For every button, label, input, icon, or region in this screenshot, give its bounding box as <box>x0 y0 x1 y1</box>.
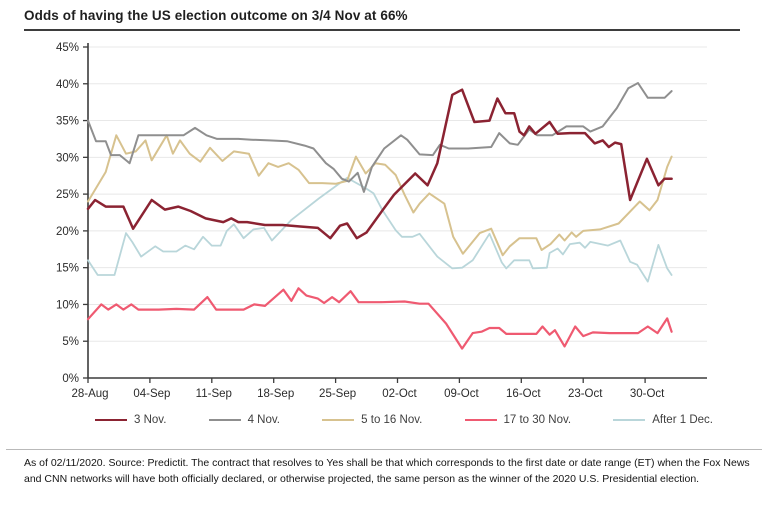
line-chart: 0% 5% 10% 15% 20% 25% 30% 35% 40% 45% 28-Aug 04-Sep… <box>56 42 707 400</box>
legend-swatch-nov3 <box>95 418 127 422</box>
source-note: As of 02/11/2020. Source: Predictit. The… <box>24 457 750 485</box>
legend: 3 Nov. 4 Nov. 5 to 16 Nov. 17 to 30 Nov. Aft… <box>95 414 713 426</box>
legend-item-nov5_16: 5 to 16 Nov. <box>322 414 422 426</box>
series-line-nov17_30 <box>86 287 673 350</box>
y-axis-label: 30% <box>56 152 79 164</box>
footer-divider <box>6 449 762 450</box>
x-axis-label: 28-Aug <box>71 388 108 400</box>
legend-label-nov3: 3 Nov. <box>134 414 167 426</box>
series-line-nov3 <box>86 88 673 240</box>
legend-item-nov17_30: 17 to 30 Nov. <box>464 414 572 426</box>
x-axis-label: 04-Sep <box>133 388 170 400</box>
x-axis-label: 18-Sep <box>257 388 294 400</box>
y-axis-label: 40% <box>56 79 79 91</box>
y-axis-label: 45% <box>56 42 79 54</box>
title-underline <box>24 29 740 31</box>
x-axis-label: 16-Oct <box>506 388 541 400</box>
x-axis-label: 09-Oct <box>444 388 479 400</box>
legend-label-nov4: 4 Nov. <box>247 414 280 426</box>
legend-label-nov17_30: 17 to 30 Nov. <box>503 414 572 426</box>
legend-label-nov5_16: 5 to 16 Nov. <box>361 414 423 426</box>
legend-item-dec1: After 1 Dec. <box>613 414 713 426</box>
x-axis-label: 30-Oct <box>630 388 665 400</box>
y-axis-label: 0% <box>62 373 79 385</box>
series-line-dec1 <box>87 176 673 283</box>
legend-item-nov4: 4 Nov. <box>208 414 280 426</box>
x-axis-label: 11-Sep <box>196 388 232 400</box>
legend-swatch-nov5_16 <box>322 418 355 422</box>
legend-label-dec1: After 1 Dec. <box>652 414 713 426</box>
x-axis-label: 02-Oct <box>382 388 417 400</box>
x-axis-label: 25-Sep <box>319 388 356 400</box>
y-axis-label: 25% <box>56 189 79 201</box>
legend-item-nov3: 3 Nov. <box>95 414 166 426</box>
legend-swatch-nov4 <box>208 418 241 422</box>
y-axis-label: 20% <box>56 226 79 238</box>
legend-swatch-nov17_30 <box>464 418 497 422</box>
series-line-nov4 <box>87 82 673 193</box>
y-axis-label: 35% <box>56 116 79 128</box>
chart-title: Odds of having the US election outcome o… <box>24 8 408 23</box>
y-axis-label: 15% <box>56 263 79 275</box>
y-axis-label: 5% <box>62 336 79 348</box>
x-axis-label: 23-Oct <box>568 388 603 400</box>
y-axis-label: 10% <box>56 299 79 311</box>
series-line-nov5_16 <box>87 134 673 257</box>
legend-swatch-dec1 <box>613 418 646 422</box>
